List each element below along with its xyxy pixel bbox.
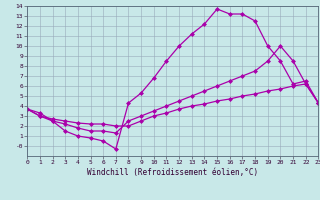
X-axis label: Windchill (Refroidissement éolien,°C): Windchill (Refroidissement éolien,°C) bbox=[87, 168, 258, 177]
